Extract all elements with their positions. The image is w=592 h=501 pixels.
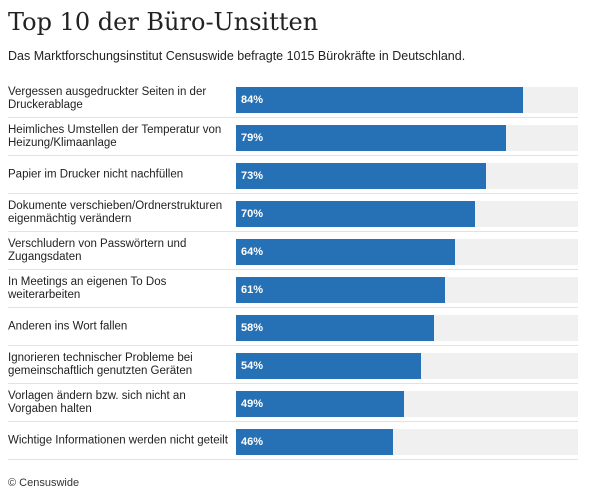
bar-track: 73% — [236, 163, 578, 189]
bar-value-label: 46% — [241, 436, 264, 448]
bar-row: Wichtige Informationen werden nicht gete… — [8, 422, 578, 460]
bar-row: Heimliches Umstellen der Temperatur von … — [8, 118, 578, 156]
bar-track: 64% — [236, 239, 578, 265]
bar-row: Papier im Drucker nicht nachfüllen 73% — [8, 156, 578, 194]
row-divider — [8, 269, 578, 270]
bar-row: Ignorieren technischer Probleme bei geme… — [8, 346, 578, 384]
row-divider — [8, 383, 578, 384]
bar-row: Verschludern von Passwörtern und Zugangs… — [8, 232, 578, 270]
bar-value-label: 49% — [241, 398, 264, 410]
bar: 61% — [236, 277, 445, 303]
bar: 84% — [236, 87, 524, 113]
bar: 54% — [236, 353, 421, 379]
bar: 70% — [236, 201, 476, 227]
row-divider — [8, 193, 578, 194]
category-label: Ignorieren technischer Probleme bei geme… — [8, 352, 193, 377]
bar-track: 54% — [236, 353, 578, 379]
bar-row: Anderen ins Wort fallen 58% — [8, 308, 578, 346]
bar-value-label: 61% — [241, 284, 264, 296]
row-divider — [8, 117, 578, 118]
bar-track: 46% — [236, 429, 578, 455]
category-label: Wichtige Informationen werden nicht gete… — [8, 434, 228, 447]
bar: 49% — [236, 391, 404, 417]
bar-value-label: 58% — [241, 322, 264, 334]
chart-subtitle: Das Marktforschungsinstitut Censuswide b… — [8, 49, 466, 63]
category-label: Anderen ins Wort fallen — [8, 320, 128, 333]
bar: 64% — [236, 239, 455, 265]
bar-track: 58% — [236, 315, 578, 341]
bar-value-label: 84% — [241, 94, 264, 106]
bar-track: 61% — [236, 277, 578, 303]
row-divider — [8, 421, 578, 422]
category-label: Verschludern von Passwörtern und Zugangs… — [8, 238, 187, 263]
bar-track: 84% — [236, 87, 578, 113]
bar-row: Vergessen ausgedruckter Seiten in der Dr… — [8, 80, 578, 118]
bar-track: 70% — [236, 201, 578, 227]
category-label: Papier im Drucker nicht nachfüllen — [8, 168, 184, 181]
bar-row: Vorlagen ändern bzw. sich nicht an Vorga… — [8, 384, 578, 422]
bar-value-label: 54% — [241, 360, 264, 372]
bar-track: 49% — [236, 391, 578, 417]
bar-track: 79% — [236, 125, 578, 151]
bar-row: Dokumente verschieben/Ordnerstrukturen e… — [8, 194, 578, 232]
bar: 46% — [236, 429, 394, 455]
bar: 73% — [236, 163, 486, 189]
bar-value-label: 64% — [241, 246, 264, 258]
row-divider — [8, 459, 578, 460]
bar: 58% — [236, 315, 435, 341]
bar-value-label: 70% — [241, 208, 264, 220]
category-label: Dokumente verschieben/Ordnerstrukturen e… — [8, 200, 223, 225]
chart-title: Top 10 der Büro-Unsitten — [8, 8, 319, 36]
source-credit: © Censuswide — [8, 477, 80, 489]
category-label: Heimliches Umstellen der Temperatur von … — [8, 124, 222, 149]
row-divider — [8, 155, 578, 156]
bar-value-label: 73% — [241, 170, 264, 182]
category-label: In Meetings an eigenen To Dos weiterarbe… — [8, 276, 167, 301]
row-divider — [8, 345, 578, 346]
row-divider — [8, 231, 578, 232]
bar: 79% — [236, 125, 507, 151]
bar-value-label: 79% — [241, 132, 264, 144]
category-label: Vorlagen ändern bzw. sich nicht an Vorga… — [8, 390, 186, 415]
bar-row: In Meetings an eigenen To Dos weiterarbe… — [8, 270, 578, 308]
row-divider — [8, 307, 578, 308]
category-label: Vergessen ausgedruckter Seiten in der Dr… — [8, 86, 207, 111]
bar-chart: Vergessen ausgedruckter Seiten in der Dr… — [0, 80, 592, 460]
